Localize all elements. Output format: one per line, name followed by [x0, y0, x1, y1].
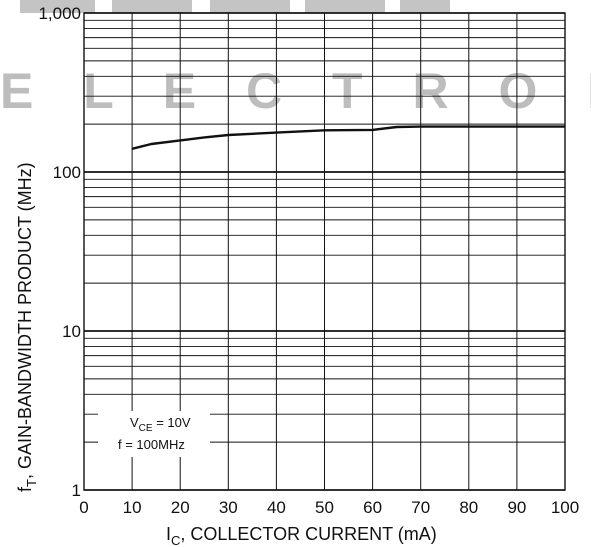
y-axis-title: fT, GAIN-BANDWIDTH PRODUCT (MHz)	[15, 162, 39, 492]
x-tick-label: 30	[219, 498, 238, 517]
x-tick-label: 100	[551, 498, 579, 517]
watermark-block	[210, 0, 290, 13]
x-axis-title: IC, COLLECTOR CURRENT (mA)	[166, 524, 437, 547]
x-tick-label: 80	[459, 498, 478, 517]
watermark-text: E L E C T R O N I C	[0, 63, 591, 119]
watermark-block	[20, 0, 95, 13]
watermark-block	[400, 0, 450, 13]
y-tick-label: 1,000	[38, 4, 81, 23]
x-tick-label: 50	[315, 498, 334, 517]
watermark: E L E C T R O N I C	[0, 0, 591, 119]
series-layer	[131, 125, 565, 150]
plot-border	[83, 12, 566, 491]
annotation-background	[98, 411, 210, 457]
watermark-block	[112, 0, 192, 13]
x-tick-label: 0	[79, 498, 88, 517]
x-tick-label: 60	[363, 498, 382, 517]
y-tick-labels: 1 10 100 1,000	[38, 4, 81, 500]
x-tick-label: 40	[267, 498, 286, 517]
x-tick-label: 90	[507, 498, 526, 517]
annotation: VCE = 10V f = 100MHz	[98, 411, 210, 457]
annotation-line1: VCE = 10V	[130, 415, 191, 434]
y-tick-label: 100	[53, 163, 81, 182]
y-tick-label: 1	[72, 481, 81, 500]
plot-frame	[83, 12, 566, 491]
y-tick-label: 10	[62, 322, 81, 341]
annotation-line2: f = 100MHz	[118, 437, 185, 452]
x-tick-labels: 0 10 20 30 40 50 60 70 80 90 100	[79, 498, 579, 517]
series-line	[131, 125, 565, 150]
x-tick-label: 70	[411, 498, 430, 517]
x-tick-label: 10	[123, 498, 142, 517]
watermark-block	[305, 0, 385, 13]
x-tick-label: 20	[171, 498, 190, 517]
